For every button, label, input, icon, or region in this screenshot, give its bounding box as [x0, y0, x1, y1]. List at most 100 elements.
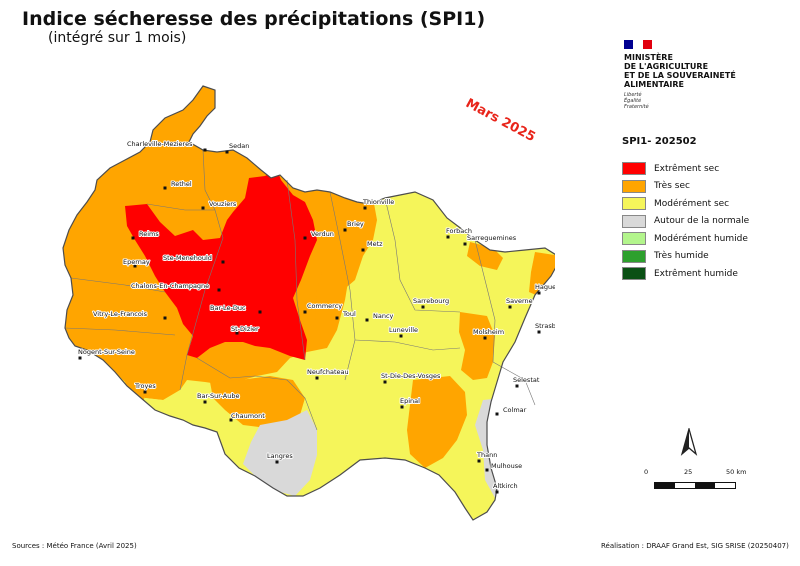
legend-label: Extrêment sec	[654, 163, 720, 174]
city-label: Rethel	[171, 180, 192, 188]
scale-tick-label: 25	[684, 468, 693, 476]
legend-item: Autour de la normale	[622, 213, 792, 231]
city-label: Mulhouse	[491, 462, 522, 470]
city-dot	[275, 460, 279, 464]
city-label: Commercy	[307, 302, 342, 310]
legend-label: Autour de la normale	[654, 216, 750, 227]
ministry-line: DE L'AGRICULTURE	[624, 62, 709, 71]
scale-bar-graphic	[654, 482, 736, 489]
north-arrow-icon	[680, 426, 698, 460]
city-dot	[399, 334, 403, 338]
map-subtitle: (intégré sur 1 mois)	[48, 30, 187, 46]
city-dot	[315, 376, 319, 380]
class-very-dry-zone-vosges	[407, 376, 467, 468]
city-dot	[203, 148, 207, 152]
city-marker: Rethel	[163, 179, 193, 190]
city-dot	[225, 150, 229, 154]
city-dot	[495, 490, 499, 494]
city-label: Toul	[342, 310, 356, 318]
legend: SPI1- 202502 Extrêment sec Très sec Modéré…	[622, 136, 792, 283]
city-label: Troyes	[134, 382, 156, 390]
city-dot	[365, 318, 369, 322]
city-marker: Langres	[266, 451, 294, 464]
city-marker: Epinal	[399, 396, 421, 409]
region-outline	[62, 85, 555, 521]
city-dot	[229, 418, 233, 422]
city-marker: Verdun	[303, 229, 335, 240]
city-label: Sarreguemines	[467, 234, 517, 242]
class-extremely-dry-zone	[125, 170, 317, 360]
city-marker: Reims	[131, 229, 160, 240]
city-marker: Bar-Le-Duc	[209, 303, 262, 314]
city-dot	[508, 305, 512, 309]
sources-note: Sources : Météo France (Avril 2025)	[12, 542, 137, 550]
city-label: Epernay	[123, 258, 150, 266]
city-marker: Sarrebourg	[412, 296, 450, 309]
motto-line: Égalité	[624, 98, 642, 104]
scale-tick-label: 0	[644, 468, 649, 476]
map-title: Indice sécheresse des précipitations (SP…	[22, 8, 486, 30]
department-borders	[64, 149, 536, 431]
department-border	[384, 197, 461, 313]
city-label: Verdun	[311, 230, 334, 238]
city-dot	[400, 405, 404, 409]
city-label: St-Dizier	[231, 325, 259, 333]
legend-label: Modérément humide	[654, 233, 748, 244]
city-dot	[163, 316, 167, 320]
city-marker: Nancy	[365, 311, 395, 322]
legend-swatch	[622, 249, 646, 263]
city-marker: Sarreguemines	[463, 233, 518, 246]
city-dot	[515, 384, 519, 388]
city-marker: Metz	[361, 239, 384, 252]
city-marker: Molsheim	[472, 327, 505, 340]
city-dot	[201, 206, 205, 210]
city-dot	[133, 264, 137, 268]
department-border	[64, 327, 176, 336]
city-dot	[303, 310, 307, 314]
legend-swatch	[622, 179, 646, 193]
city-marker: Chaumont	[229, 411, 266, 422]
city-label: Nogent-Sur-Seine	[78, 348, 135, 356]
motto-line: Liberté	[624, 92, 642, 98]
city-label: Strasbourg	[535, 322, 555, 330]
city-label: Metz	[367, 240, 383, 248]
city-label: Bar-Le-Duc	[210, 304, 246, 312]
legend-items: Extrêment sec Très sec Modérément sec Autou…	[622, 160, 792, 283]
legend-swatch	[622, 197, 646, 211]
legend-label: Modérément sec	[654, 198, 730, 209]
city-dot	[343, 228, 347, 232]
city-label: Ste-Menehould	[163, 254, 212, 262]
ministry-motto: Liberté Égalité Fraternité	[624, 92, 774, 110]
city-marker: Haguenau	[534, 282, 555, 295]
city-label: Molsheim	[473, 328, 504, 336]
department-border	[146, 203, 215, 211]
city-dot	[477, 459, 481, 463]
city-label: Charleville-Mezieres	[127, 140, 193, 148]
city-label: Briey	[347, 220, 364, 228]
city-dot	[446, 235, 450, 239]
city-dot	[235, 331, 239, 335]
city-label: Neufchateau	[307, 368, 349, 376]
legend-title: SPI1- 202502	[622, 136, 697, 147]
city-marker: Charleville-Mezieres	[126, 139, 207, 152]
city-label: Bar-Sur-Aube	[197, 392, 239, 400]
french-flag-icon	[624, 40, 652, 49]
city-label: Chaumont	[231, 412, 265, 420]
credit-note: Réalisation : DRAAF Grand Est, SIG SRISE…	[601, 542, 789, 550]
ministry-line: ALIMENTAIRE	[624, 80, 685, 89]
city-label: Reims	[139, 230, 159, 238]
city-marker: Selestat	[512, 375, 541, 388]
city-marker: Commercy	[303, 301, 343, 314]
city-marker: Saverne	[505, 296, 534, 309]
department-border	[179, 237, 224, 391]
legend-swatch	[622, 214, 646, 228]
legend-swatch	[622, 267, 646, 281]
city-label: Vitry-Le-Francois	[93, 310, 148, 318]
department-border	[286, 379, 318, 431]
city-marker: Sedan	[225, 141, 250, 154]
city-label: St-Die-Des-Vosges	[381, 372, 441, 380]
city-label: Nancy	[373, 312, 394, 320]
city-dot	[495, 412, 499, 416]
department-border	[202, 149, 224, 239]
department-border	[492, 361, 536, 406]
